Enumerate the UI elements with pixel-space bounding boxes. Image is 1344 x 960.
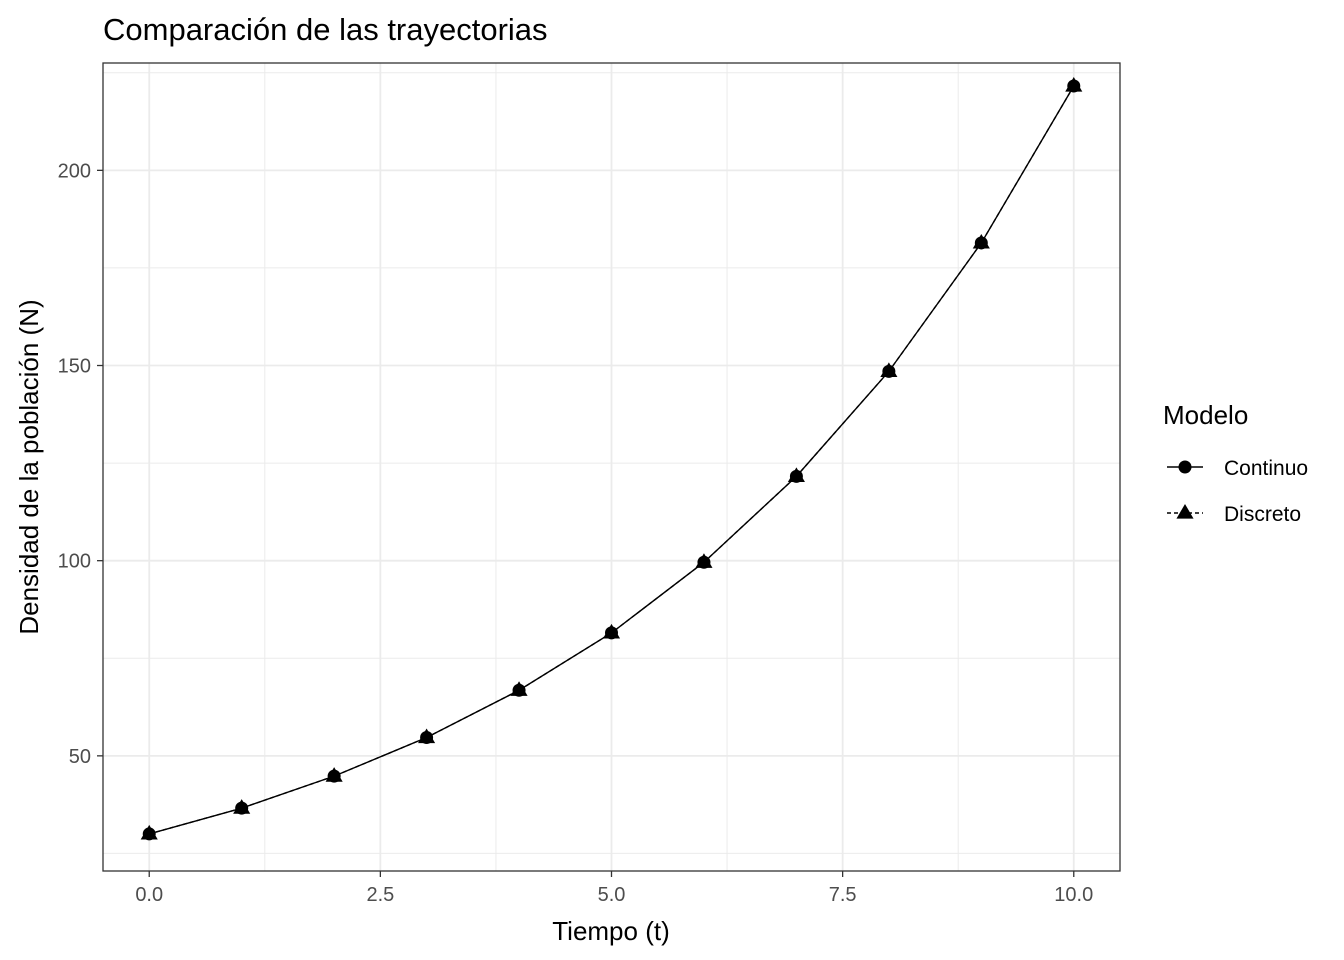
legend-item-discreto: Discreto — [1167, 503, 1301, 526]
y-axis-label: Densidad de la población (N) — [14, 299, 44, 634]
legend-label: Discreto — [1224, 503, 1301, 526]
data-point-discreto — [1065, 77, 1083, 92]
legend-item-continuo: Continuo — [1167, 457, 1308, 480]
legend-items: Continuo Discreto — [1167, 457, 1308, 526]
x-tick-label: 2.5 — [366, 884, 394, 906]
x-axis-label: Tiempo (t) — [552, 916, 670, 946]
y-tick-label: 150 — [58, 356, 91, 378]
series-layer — [140, 77, 1083, 841]
grid-lines — [103, 63, 1120, 871]
legend: Modelo Continuo Discreto — [1163, 400, 1308, 526]
x-tick-label: 0.0 — [135, 884, 163, 906]
legend-label: Continuo — [1224, 457, 1308, 480]
data-point-discreto — [602, 623, 621, 639]
data-point-discreto — [972, 233, 990, 249]
data-point-discreto — [880, 362, 898, 377]
x-tick-label: 5.0 — [598, 884, 626, 906]
data-point-discreto — [510, 681, 528, 696]
data-point-discreto — [325, 767, 343, 782]
axes-layer: 0.0 2.5 5.0 7.5 10.0 50 100 150 200 — [58, 160, 1094, 906]
data-point-discreto — [140, 824, 158, 840]
data-point-discreto — [418, 728, 436, 744]
legend-title: Modelo — [1163, 400, 1248, 430]
y-tick-label: 100 — [58, 551, 91, 573]
x-tick-label: 10.0 — [1054, 884, 1093, 906]
data-point-discreto — [233, 799, 251, 814]
y-tick-label: 200 — [58, 160, 91, 182]
data-point-discreto — [787, 467, 805, 482]
legend-circle-icon — [1178, 460, 1192, 474]
y-tick-label: 50 — [69, 746, 91, 768]
data-point-discreto — [695, 553, 713, 568]
chart-title: Comparación de las trayectorias — [103, 12, 548, 47]
x-tick-label: 7.5 — [829, 884, 857, 906]
legend-triangle-icon — [1176, 504, 1194, 519]
